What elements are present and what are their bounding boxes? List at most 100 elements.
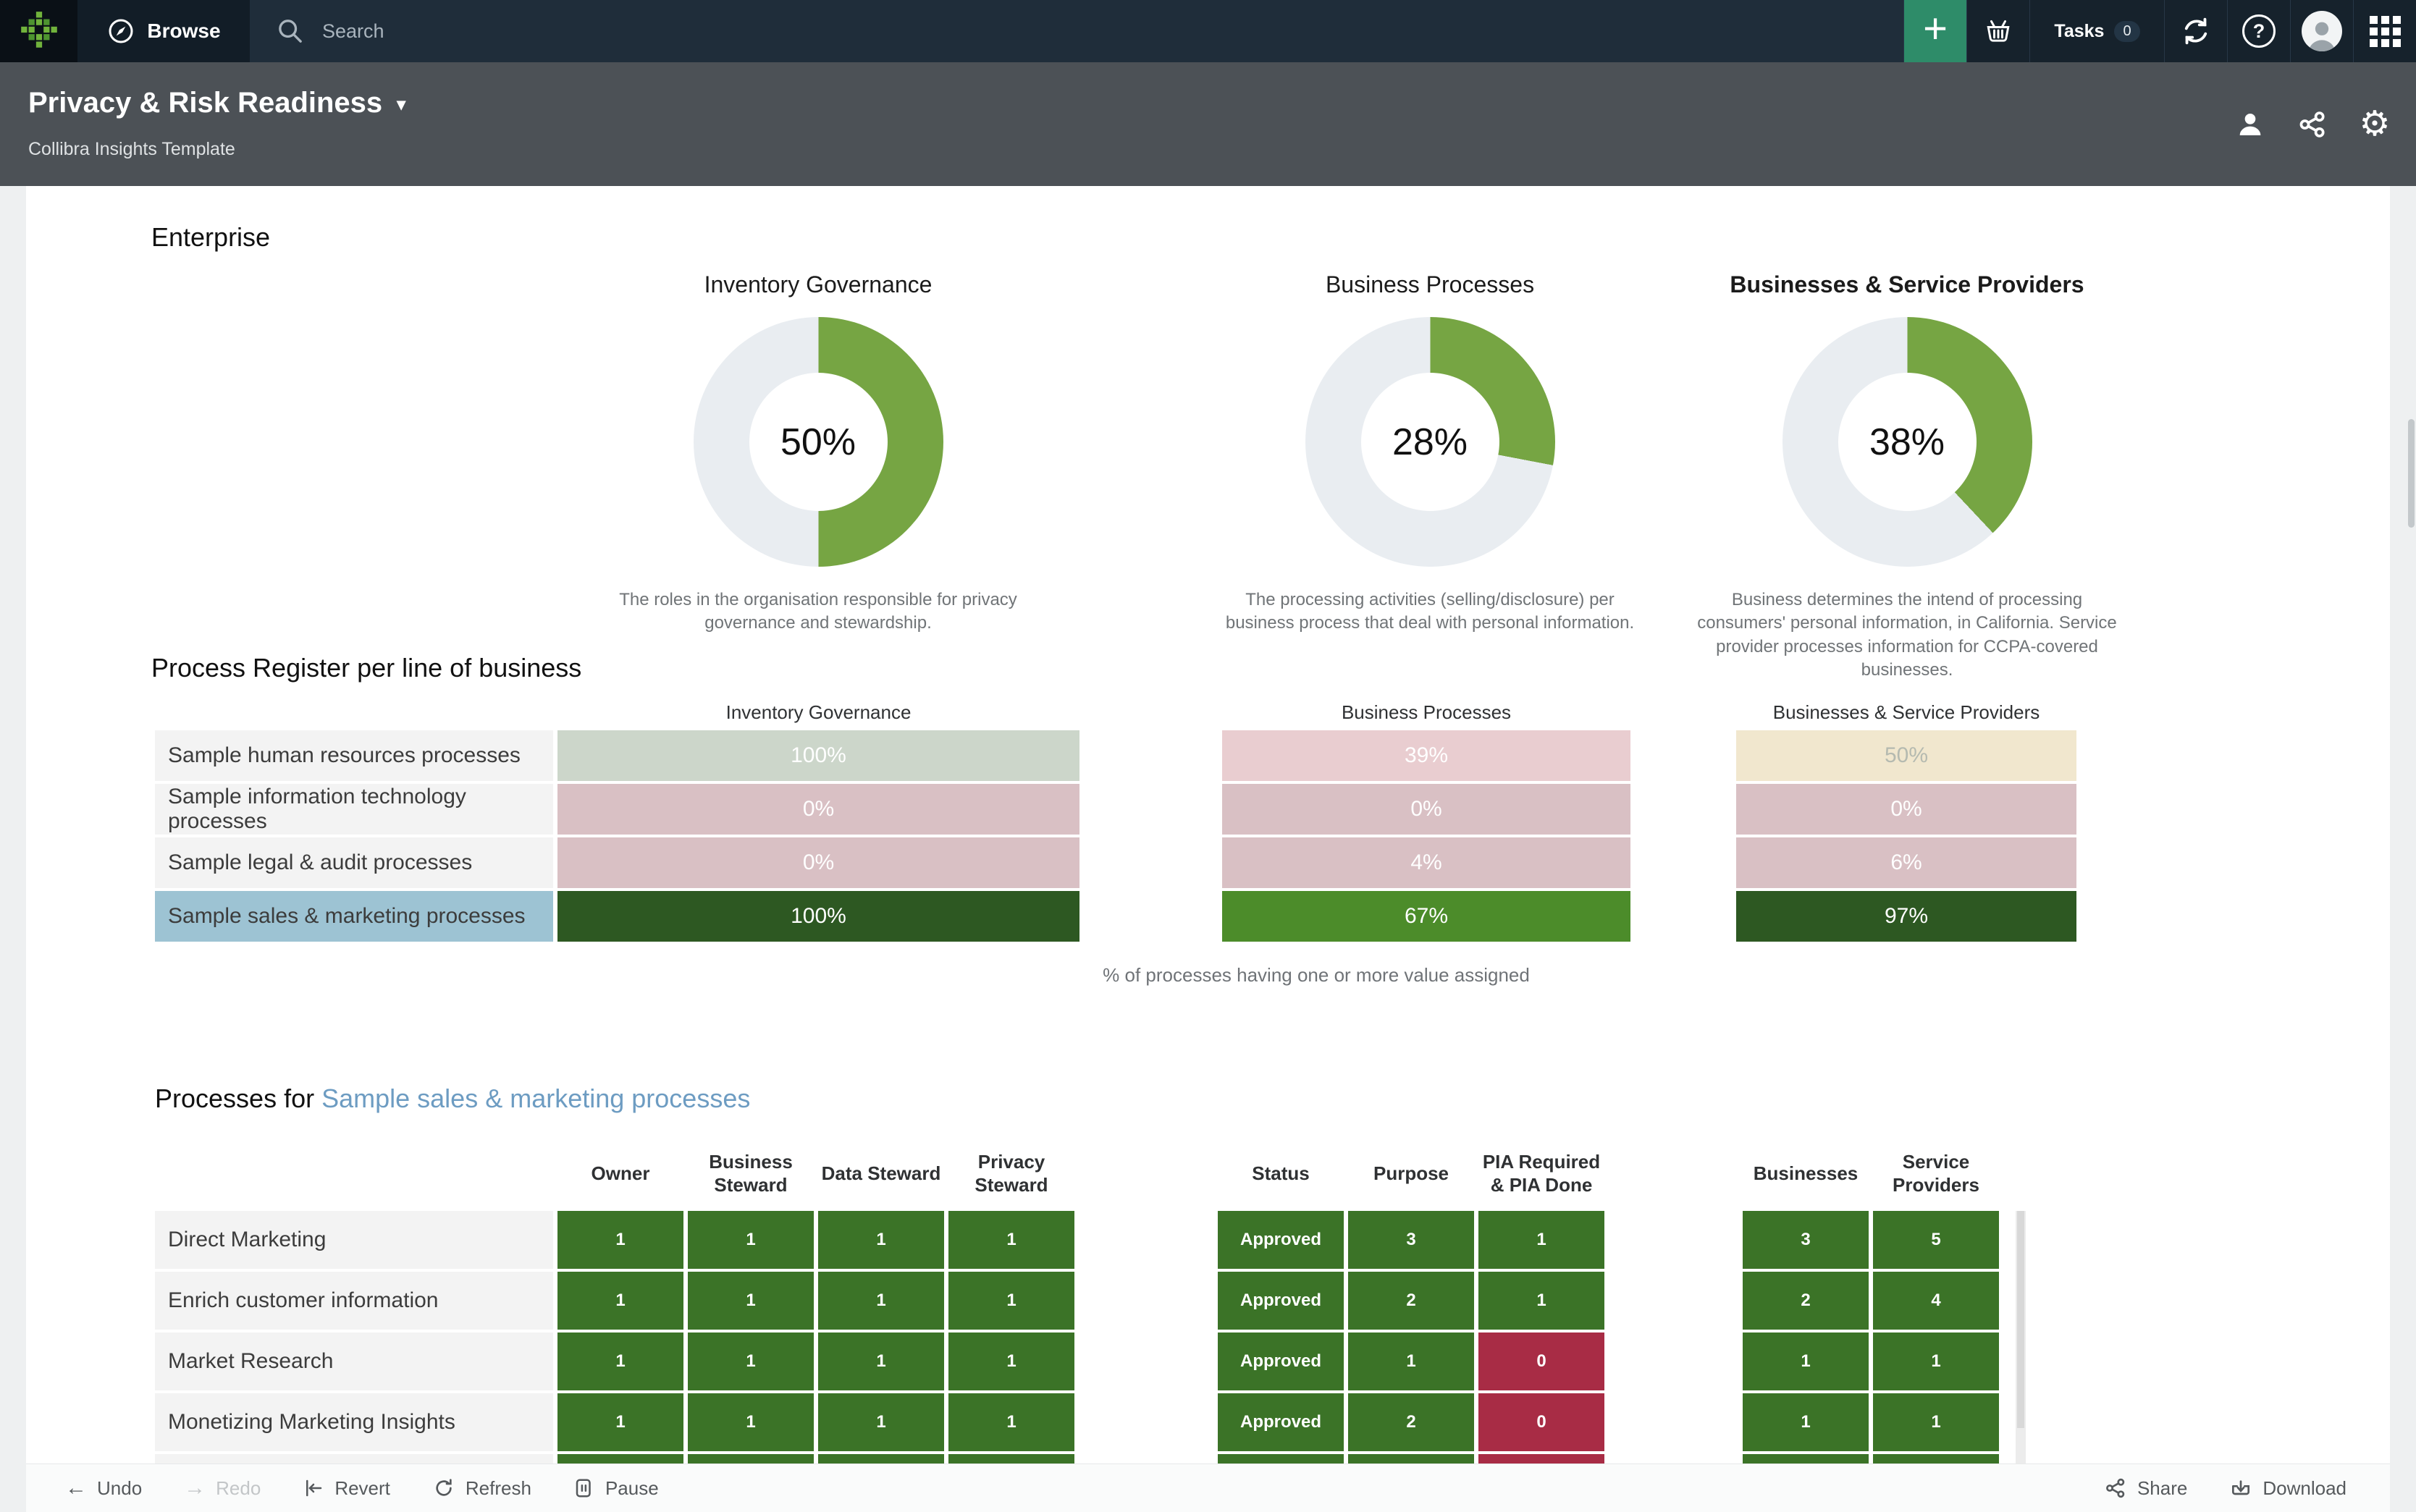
metric-cell[interactable]: 1 xyxy=(1743,1332,1869,1390)
status-cell[interactable]: Approved xyxy=(1218,1332,1344,1390)
register-cell[interactable]: 67% xyxy=(1222,891,1630,942)
scrollbar-thumb[interactable] xyxy=(2017,1211,2024,1428)
settings-button[interactable]: ⚙ xyxy=(2358,106,2391,141)
metric-cell[interactable]: 1 xyxy=(688,1393,814,1451)
metric-cell[interactable]: 1 xyxy=(1348,1332,1474,1390)
register-cell[interactable]: 0% xyxy=(557,784,1079,835)
metric-cell[interactable]: 1 xyxy=(1743,1393,1869,1451)
browse-button[interactable]: Browse xyxy=(77,0,250,62)
processes-heading-link[interactable]: Sample sales & marketing processes xyxy=(321,1084,751,1113)
page-scrollbar[interactable] xyxy=(2408,419,2415,528)
column-header: Data Steward xyxy=(821,1162,941,1184)
metric-cell[interactable]: 5 xyxy=(1873,1211,1999,1269)
metric-cell[interactable] xyxy=(1348,1454,1474,1464)
metric-cell[interactable] xyxy=(948,1454,1074,1464)
register-cell[interactable]: 100% xyxy=(557,891,1079,942)
metric-cell[interactable]: 2 xyxy=(1348,1272,1474,1330)
status-cell[interactable]: Approved xyxy=(1218,1393,1344,1451)
permissions-button[interactable] xyxy=(2234,108,2267,141)
process-name[interactable] xyxy=(155,1454,553,1464)
dashboard-title-menu[interactable]: Privacy & Risk Readiness ▾ xyxy=(28,87,405,119)
process-register-heading: Process Register per line of business xyxy=(151,653,582,683)
metric-cell[interactable] xyxy=(1743,1454,1869,1464)
undo-button[interactable]: ← Undo xyxy=(65,1477,142,1500)
register-cell[interactable]: 4% xyxy=(1222,837,1630,888)
download-button[interactable]: Download xyxy=(2229,1477,2346,1500)
collibra-logo[interactable] xyxy=(0,0,77,62)
register-cell[interactable]: 0% xyxy=(1736,784,2076,835)
metric-cell[interactable]: 1 xyxy=(1873,1332,1999,1390)
status-cell[interactable]: Approved xyxy=(1218,1211,1344,1269)
search-icon xyxy=(279,20,302,43)
row-label[interactable]: Sample information technology processes xyxy=(155,784,553,835)
donut-title: Business Processes xyxy=(1325,271,1535,297)
tasks-button[interactable]: Tasks 0 xyxy=(2029,0,2164,62)
metric-cell[interactable]: 1 xyxy=(1873,1393,1999,1451)
search-input[interactable]: Search xyxy=(250,0,1903,62)
table-row: Sample legal & audit processes 0% 4% 6% xyxy=(155,837,2076,888)
pause-button[interactable]: Pause xyxy=(573,1477,659,1500)
help-button[interactable]: ? xyxy=(2227,0,2290,62)
tasks-label: Tasks xyxy=(2054,20,2105,41)
process-name[interactable]: Market Research xyxy=(155,1332,553,1390)
register-cell[interactable]: 97% xyxy=(1736,891,2076,942)
metric-cell[interactable]: 2 xyxy=(1348,1393,1474,1451)
metric-cell[interactable] xyxy=(557,1454,683,1464)
metric-cell[interactable]: 1 xyxy=(948,1211,1074,1269)
metric-cell[interactable]: 1 xyxy=(818,1211,944,1269)
metric-cell[interactable] xyxy=(818,1454,944,1464)
status-cell[interactable]: Approved xyxy=(1218,1272,1344,1330)
process-name[interactable]: Monetizing Marketing Insights xyxy=(155,1393,553,1451)
process-name[interactable]: Enrich customer information xyxy=(155,1272,553,1330)
process-name[interactable]: Direct Marketing xyxy=(155,1211,553,1269)
refresh-button[interactable]: Refresh xyxy=(432,1477,531,1500)
row-label[interactable]: Sample sales & marketing processes xyxy=(155,891,553,942)
status-cell[interactable] xyxy=(1218,1454,1344,1464)
metric-cell[interactable]: 1 xyxy=(948,1332,1074,1390)
metric-cell[interactable]: 3 xyxy=(1348,1211,1474,1269)
metric-cell[interactable]: 1 xyxy=(1478,1211,1604,1269)
metric-cell[interactable]: 1 xyxy=(688,1272,814,1330)
metric-cell[interactable]: 1 xyxy=(688,1332,814,1390)
metric-cell[interactable]: 1 xyxy=(948,1272,1074,1330)
apps-menu-button[interactable] xyxy=(2353,0,2416,62)
metric-cell[interactable]: 1 xyxy=(948,1393,1074,1451)
column-header: PIA Required & PIA Done xyxy=(1482,1150,1601,1196)
metric-cell[interactable]: 1 xyxy=(557,1332,683,1390)
metric-cell[interactable]: 1 xyxy=(818,1332,944,1390)
metric-cell[interactable] xyxy=(1873,1454,1999,1464)
user-avatar[interactable] xyxy=(2290,0,2353,62)
donut-caption: Business determines the intend of proces… xyxy=(1697,590,2117,680)
metric-cell[interactable]: 0 xyxy=(1478,1393,1604,1451)
metric-cell[interactable]: 4 xyxy=(1873,1272,1999,1330)
metric-cell[interactable]: 1 xyxy=(688,1211,814,1269)
row-label[interactable]: Sample legal & audit processes xyxy=(155,837,553,888)
register-cell[interactable]: 100% xyxy=(557,730,1079,781)
revert-button[interactable]: Revert xyxy=(303,1477,390,1500)
metric-cell[interactable]: 2 xyxy=(1743,1272,1869,1330)
metric-cell[interactable]: 1 xyxy=(818,1272,944,1330)
row-label[interactable]: Sample human resources processes xyxy=(155,730,553,781)
metric-cell[interactable]: 1 xyxy=(557,1272,683,1330)
metric-cell[interactable]: 1 xyxy=(818,1393,944,1451)
register-cell[interactable]: 0% xyxy=(1222,784,1630,835)
create-button[interactable]: + xyxy=(1903,0,1966,62)
metric-cell[interactable]: 1 xyxy=(1478,1272,1604,1330)
metric-cell[interactable]: 1 xyxy=(557,1393,683,1451)
shopping-basket-button[interactable] xyxy=(1966,0,2029,62)
redo-arrow-icon: → xyxy=(184,1476,206,1500)
register-cell[interactable]: 39% xyxy=(1222,730,1630,781)
metric-cell[interactable]: 3 xyxy=(1743,1211,1869,1269)
metric-cell[interactable]: 1 xyxy=(557,1211,683,1269)
metric-cell[interactable]: 0 xyxy=(1478,1332,1604,1390)
register-cell[interactable]: 0% xyxy=(557,837,1079,888)
share-button-header[interactable] xyxy=(2296,108,2329,141)
donut-title: Businesses & Service Providers xyxy=(1730,271,2084,297)
metric-cell[interactable] xyxy=(688,1454,814,1464)
share-button-footer[interactable]: Share xyxy=(2104,1477,2187,1500)
sync-button[interactable] xyxy=(2164,0,2227,62)
register-cell[interactable]: 50% xyxy=(1736,730,2076,781)
register-cell[interactable]: 6% xyxy=(1736,837,2076,888)
metric-cell[interactable] xyxy=(1478,1454,1604,1464)
table-scrollbar[interactable] xyxy=(2016,1211,2026,1464)
